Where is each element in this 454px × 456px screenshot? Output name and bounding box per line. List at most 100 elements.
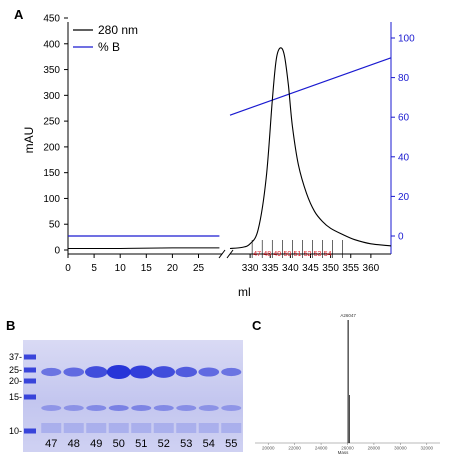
fraction-label: 48 xyxy=(263,251,271,258)
fraction-label: 52 xyxy=(304,251,312,258)
ms-tick-label: 32000 xyxy=(421,446,434,451)
y-tick-label: 250 xyxy=(43,117,60,128)
fraction-label: 49 xyxy=(273,251,281,258)
panel-letter-c: C xyxy=(252,318,262,333)
series-280nm-line-left xyxy=(68,247,220,249)
gel-band-minor xyxy=(108,405,129,411)
marker-labels: 37- 25-20- 15- 10- xyxy=(9,352,22,436)
y-tick-label: 400 xyxy=(43,39,60,50)
ms-tick-label: 30000 xyxy=(394,446,407,451)
y-tick-label: 0 xyxy=(54,246,60,257)
x-tick-label: 15 xyxy=(141,263,153,274)
right-y-tick-label: 100 xyxy=(398,34,415,45)
gel-smear xyxy=(108,423,129,433)
legend-label-280nm: 280 nm xyxy=(98,23,138,37)
gel-band-main xyxy=(198,367,220,377)
gel-smear xyxy=(41,423,62,433)
legend-label-percent-b: % B xyxy=(98,40,120,54)
lane-label: 49 xyxy=(90,438,102,450)
ms-tick-label: 20000 xyxy=(262,446,275,451)
right-y-ticks: 0 20 40 60 80 100 xyxy=(391,34,415,243)
lane-label: 50 xyxy=(113,438,125,450)
gel-band-main xyxy=(85,366,108,378)
ladder-band xyxy=(24,394,36,400)
gel-lanes xyxy=(41,365,242,433)
ms-tick-label: 24000 xyxy=(315,446,328,451)
gel-smear xyxy=(131,423,152,433)
x-tick-label: 5 xyxy=(91,263,97,274)
ms-x-ticks: 20000 22000 24000 26000 28000 30000 32000 xyxy=(262,443,434,451)
lane-label: 55 xyxy=(225,438,237,450)
y-tick-label: 300 xyxy=(43,91,60,102)
lane-label: 53 xyxy=(180,438,192,450)
left-y-ticks: 0 50 100 150 200 250 300 350 400 450 xyxy=(43,14,68,257)
x-tick-label: 345 xyxy=(302,263,319,274)
right-y-tick-label: 0 xyxy=(398,232,404,243)
gel-smear xyxy=(153,423,174,433)
fraction-markers: 47 48 49 50 51 52 53 54 xyxy=(251,240,344,258)
y-tick-label: 200 xyxy=(43,142,60,153)
x-tick-label: 0 xyxy=(65,263,71,274)
gel-band-minor xyxy=(221,405,242,411)
y-tick-label: 450 xyxy=(43,14,60,25)
x-tick-label: 340 xyxy=(282,263,299,274)
sds-page-gel: 37- 25-20- 15- 10- 47 48 49 50 51 52 53 54 55 xyxy=(9,340,243,452)
fraction-label: 47 xyxy=(253,251,261,258)
gel-band-minor xyxy=(131,405,152,411)
y-axis-title: mAU xyxy=(22,127,36,154)
gel-band-minor xyxy=(176,405,197,411)
fraction-label: 51 xyxy=(294,251,302,258)
right-y-tick-label: 40 xyxy=(398,152,410,163)
panel-letter-b: B xyxy=(6,318,15,333)
ms-tick-label: 28000 xyxy=(368,446,381,451)
gel-band-minor xyxy=(153,405,174,411)
x-tick-label: 20 xyxy=(167,263,179,274)
x-tick-label: 355 xyxy=(342,263,359,274)
gel-smear xyxy=(86,423,107,433)
x-tick-label: 350 xyxy=(322,263,339,274)
lane-label: 52 xyxy=(158,438,170,450)
y-tick-label: 350 xyxy=(43,65,60,76)
marker-label: 25- xyxy=(9,365,22,375)
gel-band-minor xyxy=(41,405,62,411)
marker-label: 10- xyxy=(9,426,22,436)
series-percent-b-line-right xyxy=(229,57,392,116)
fraction-label: 50 xyxy=(283,251,291,258)
gel-smear xyxy=(176,423,197,433)
gel-band-main xyxy=(106,365,131,379)
x-tick-label: 25 xyxy=(193,263,205,274)
fraction-label: 54 xyxy=(324,251,332,258)
gel-band-main xyxy=(221,367,242,377)
gel-band-main xyxy=(152,366,175,378)
gel-smear xyxy=(63,423,84,433)
ladder-band xyxy=(24,367,36,373)
panel-letter-a: A xyxy=(14,7,24,22)
lane-label: 48 xyxy=(68,438,80,450)
lane-label: 54 xyxy=(203,438,215,450)
ladder-band xyxy=(24,378,36,384)
fraction-label: 53 xyxy=(314,251,322,258)
mass-spectrum: 20000 22000 24000 26000 28000 30000 32000 A260… xyxy=(255,313,440,455)
lane-labels: 47 48 49 50 51 52 53 54 55 xyxy=(45,438,237,450)
gel-band-main xyxy=(63,367,85,377)
y-tick-label: 100 xyxy=(43,194,60,205)
marker-label: 15- xyxy=(9,392,22,402)
gel-band-main xyxy=(129,365,153,379)
ms-peak-label: A26047 xyxy=(340,313,356,318)
marker-label: 20- xyxy=(9,376,22,386)
x-tick-label: 360 xyxy=(363,263,380,274)
gel-band-main xyxy=(41,367,62,377)
gel-band-minor xyxy=(86,405,107,411)
gel-smear xyxy=(198,423,219,433)
gel-smear xyxy=(221,423,242,433)
marker-label: 37- xyxy=(9,352,22,362)
ms-x-axis-title: Mass xyxy=(338,450,350,455)
axis-break-mark xyxy=(218,249,226,259)
ms-tick-label: 26000 xyxy=(341,446,354,451)
y-tick-label: 50 xyxy=(49,220,61,231)
ladder-band xyxy=(24,428,36,434)
y-tick-label: 150 xyxy=(43,168,60,179)
marker-ladder xyxy=(24,354,36,434)
